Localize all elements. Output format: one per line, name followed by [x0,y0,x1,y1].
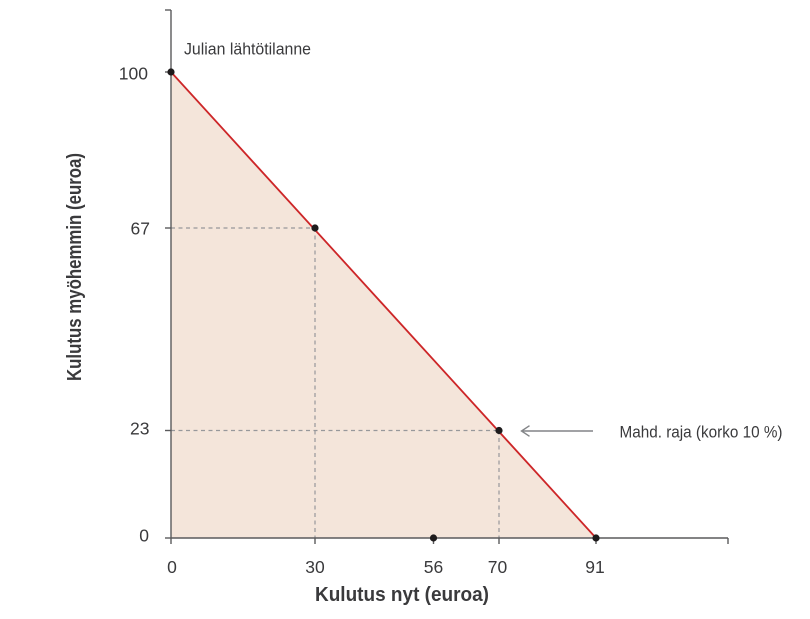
svg-text:Kulutus myöhemmin (euroa): Kulutus myöhemmin (euroa) [64,153,86,381]
svg-text:100: 100 [119,63,148,83]
svg-text:70: 70 [488,557,508,577]
svg-text:Kulutus nyt (euroa): Kulutus nyt (euroa) [315,584,489,606]
svg-text:56: 56 [424,557,443,577]
svg-text:23: 23 [130,418,149,438]
svg-text:0: 0 [139,525,149,545]
svg-text:Julian lähtötilanne: Julian lähtötilanne [184,39,311,58]
svg-text:30: 30 [305,557,325,577]
svg-text:67: 67 [131,219,150,239]
svg-text:0: 0 [167,557,177,577]
svg-text:Mahd. raja (korko 10 %): Mahd. raja (korko 10 %) [620,422,783,441]
svg-text:91: 91 [585,557,604,577]
